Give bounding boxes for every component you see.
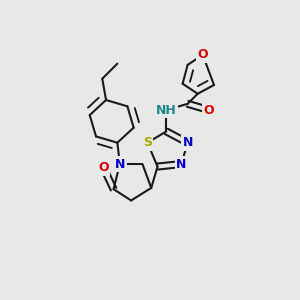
Text: S: S	[143, 136, 152, 149]
Text: N: N	[115, 158, 125, 171]
Text: N: N	[182, 136, 193, 149]
Text: NH: NH	[156, 103, 177, 117]
Text: O: O	[98, 161, 109, 174]
Text: O: O	[197, 48, 208, 61]
Text: N: N	[176, 158, 187, 171]
Text: O: O	[204, 103, 214, 117]
